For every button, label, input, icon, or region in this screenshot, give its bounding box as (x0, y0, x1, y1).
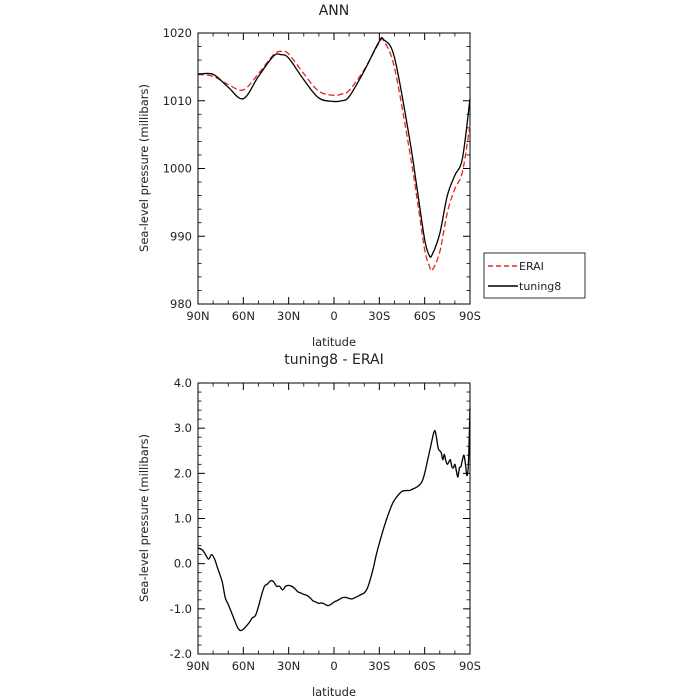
y-tick-labels: 980 990 1000 1010 1020 (163, 26, 192, 311)
x-tick-labels: 90N 60N 30N 0 30S 60S 90S (186, 309, 481, 323)
x-tick-label: 30N (277, 309, 300, 323)
y-tick-labels: -2.0 -1.0 0.0 1.0 2.0 3.0 4.0 (170, 376, 192, 661)
x-tick-label: 0 (330, 659, 337, 673)
x-tick-label: 60S (414, 659, 436, 673)
series-line-erai (197, 37, 471, 272)
x-tick-label: 90N (186, 309, 209, 323)
chart-title: tuning8 - ERAI (284, 352, 383, 368)
series-group (197, 407, 471, 632)
chart-title: ANN (319, 3, 350, 19)
x-axis-label: latitude (312, 335, 356, 349)
y-tick-label: 980 (170, 297, 192, 311)
series-line-difference (197, 407, 471, 632)
y-tick-label: -1.0 (170, 602, 192, 616)
y-axis-label: Sea-level pressure (millibars) (137, 434, 151, 602)
x-axis-label: latitude (312, 685, 356, 699)
x-tick-label: 0 (330, 309, 337, 323)
x-tick-label: 30S (368, 659, 390, 673)
x-tick-label: 60N (232, 309, 255, 323)
plot-frame (197, 32, 471, 305)
y-tick-label: 4.0 (174, 376, 192, 390)
y-tick-label: 0.0 (174, 557, 192, 571)
y-tick-label: 1020 (163, 26, 192, 40)
y-tick-label: 1010 (163, 94, 192, 108)
x-tick-label: 30N (277, 659, 300, 673)
x-tick-label: 90S (459, 309, 481, 323)
x-tick-label: 60S (414, 309, 436, 323)
x-tick-label: 30S (368, 309, 390, 323)
legend: ERAI tuning8 (483, 252, 586, 299)
y-axis-label: Sea-level pressure (millibars) (137, 84, 151, 252)
x-tick-label: 60N (232, 659, 255, 673)
legend-label-erai: ERAI (519, 260, 544, 273)
panel-difference: tuning8 - ERAI -2.0 -1.0 0.0 1.0 2.0 3.0 4.0 9… (137, 352, 481, 699)
x-tick-label: 90S (459, 659, 481, 673)
tick-marks (197, 32, 471, 305)
y-tick-label: 1.0 (174, 512, 192, 526)
y-tick-label: 3.0 (174, 421, 192, 435)
legend-label-tuning8: tuning8 (519, 280, 561, 293)
y-tick-label: 2.0 (174, 466, 192, 480)
x-tick-label: 90N (186, 659, 209, 673)
y-tick-label: 1000 (163, 162, 192, 176)
tick-marks (197, 382, 471, 655)
y-tick-label: -2.0 (170, 647, 192, 661)
series-group (197, 36, 471, 272)
legend-box (483, 252, 586, 299)
x-tick-labels: 90N 60N 30N 0 30S 60S 90S (186, 659, 481, 673)
series-line-tuning8 (197, 36, 471, 258)
y-tick-label: 990 (170, 229, 192, 243)
plot-frame (197, 382, 471, 655)
